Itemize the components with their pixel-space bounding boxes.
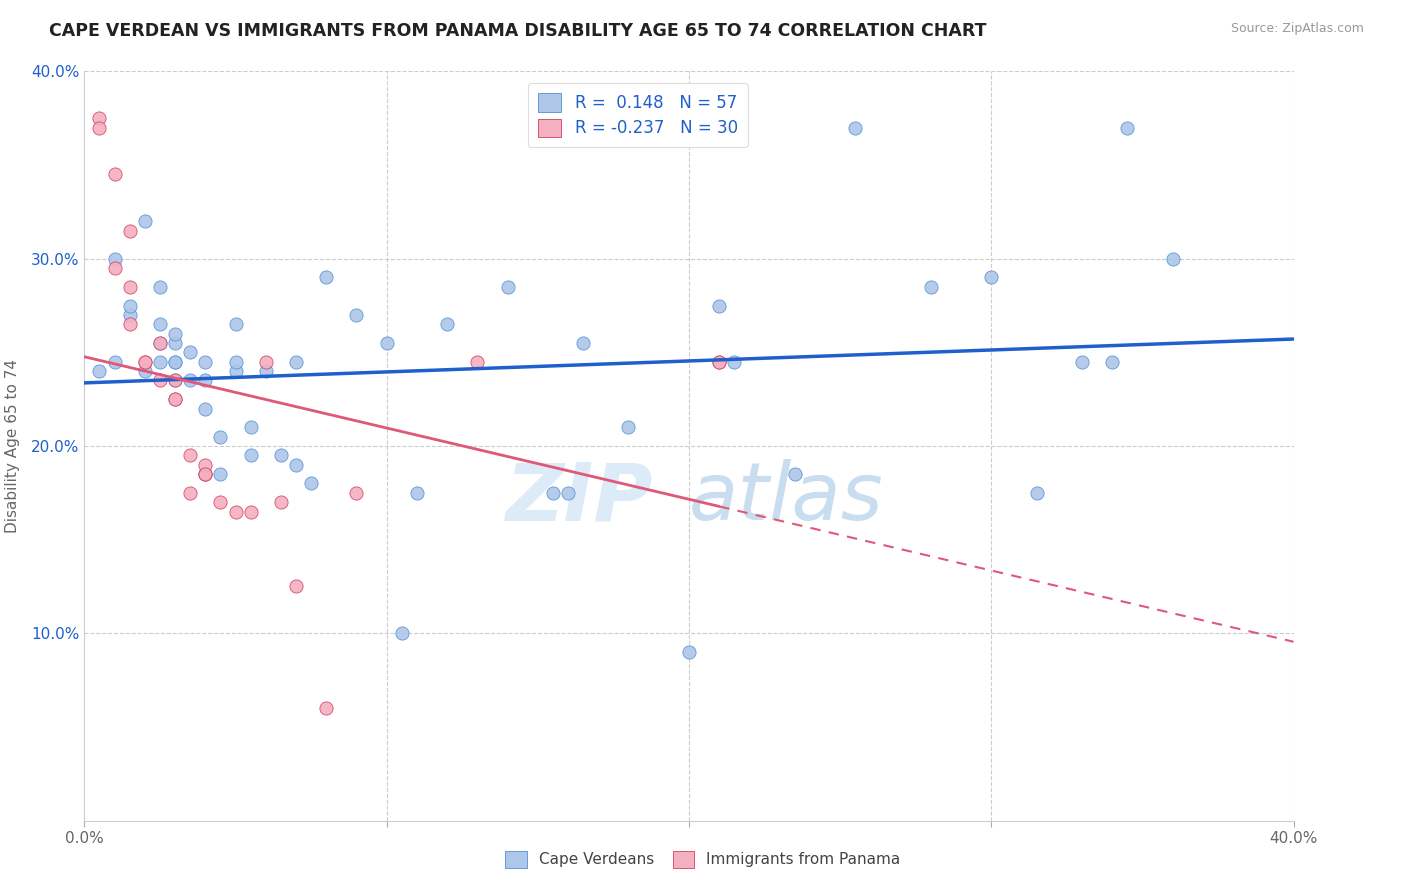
Point	[149, 336, 172, 351]
Point	[572, 336, 595, 351]
Point	[270, 449, 292, 463]
Point	[118, 308, 141, 322]
Point	[541, 486, 564, 500]
Point	[225, 505, 247, 519]
Point	[285, 458, 308, 472]
Point	[209, 467, 232, 482]
Point	[617, 420, 640, 434]
Text: CAPE VERDEAN VS IMMIGRANTS FROM PANAMA DISABILITY AGE 65 TO 74 CORRELATION CHART: CAPE VERDEAN VS IMMIGRANTS FROM PANAMA D…	[49, 22, 987, 40]
Point	[194, 467, 217, 482]
Point	[149, 280, 172, 294]
Point	[149, 318, 172, 332]
Point	[194, 374, 217, 388]
Point	[391, 626, 413, 640]
Point	[134, 364, 156, 378]
Point	[315, 701, 337, 715]
Point	[270, 495, 292, 509]
Point	[709, 355, 731, 369]
Point	[285, 580, 308, 594]
Point	[920, 280, 942, 294]
Point	[1101, 355, 1123, 369]
Point	[165, 326, 187, 341]
Point	[118, 280, 141, 294]
Point	[104, 168, 127, 182]
Point	[89, 364, 111, 378]
Point	[723, 355, 745, 369]
Point	[436, 318, 458, 332]
Point	[104, 252, 127, 266]
Point	[225, 355, 247, 369]
Text: Source: ZipAtlas.com: Source: ZipAtlas.com	[1230, 22, 1364, 36]
Point	[149, 355, 172, 369]
Point	[89, 112, 111, 126]
Point	[557, 486, 579, 500]
Point	[118, 318, 141, 332]
Text: ZIP: ZIP	[505, 459, 652, 538]
Point	[165, 336, 187, 351]
Point	[89, 120, 111, 135]
Point	[194, 355, 217, 369]
Point	[496, 280, 519, 294]
Legend: Cape Verdeans, Immigrants from Panama: Cape Verdeans, Immigrants from Panama	[499, 845, 907, 873]
Point	[149, 336, 172, 351]
Point	[678, 645, 700, 659]
Point	[104, 355, 127, 369]
Point	[1025, 486, 1047, 500]
Point	[844, 120, 866, 135]
Y-axis label: Disability Age 65 to 74: Disability Age 65 to 74	[4, 359, 20, 533]
Point	[118, 223, 141, 237]
Point	[225, 318, 247, 332]
Point	[179, 345, 201, 359]
Point	[134, 355, 156, 369]
Point	[709, 298, 731, 313]
Point	[194, 467, 217, 482]
Point	[149, 374, 172, 388]
Point	[1161, 252, 1184, 266]
Point	[980, 270, 1002, 285]
Point	[346, 486, 368, 500]
Point	[165, 392, 187, 407]
Point	[1116, 120, 1139, 135]
Point	[194, 401, 217, 416]
Point	[194, 458, 217, 472]
Point	[179, 449, 201, 463]
Point	[118, 298, 141, 313]
Point	[165, 355, 187, 369]
Point	[709, 355, 731, 369]
Point	[209, 495, 232, 509]
Legend: R =  0.148   N = 57, R = -0.237   N = 30: R = 0.148 N = 57, R = -0.237 N = 30	[529, 84, 748, 147]
Point	[375, 336, 398, 351]
Point	[104, 261, 127, 276]
Text: atlas: atlas	[689, 459, 884, 538]
Point	[239, 449, 262, 463]
Point	[467, 355, 489, 369]
Point	[209, 430, 232, 444]
Point	[165, 374, 187, 388]
Point	[285, 355, 308, 369]
Point	[134, 214, 156, 228]
Point	[239, 505, 262, 519]
Point	[225, 364, 247, 378]
Point	[165, 392, 187, 407]
Point	[134, 355, 156, 369]
Point	[179, 486, 201, 500]
Point	[254, 364, 277, 378]
Point	[179, 374, 201, 388]
Point	[165, 374, 187, 388]
Point	[346, 308, 368, 322]
Point	[406, 486, 429, 500]
Point	[783, 467, 806, 482]
Point	[315, 270, 337, 285]
Point	[299, 476, 322, 491]
Point	[254, 355, 277, 369]
Point	[1071, 355, 1094, 369]
Point	[239, 420, 262, 434]
Point	[165, 355, 187, 369]
Point	[194, 467, 217, 482]
